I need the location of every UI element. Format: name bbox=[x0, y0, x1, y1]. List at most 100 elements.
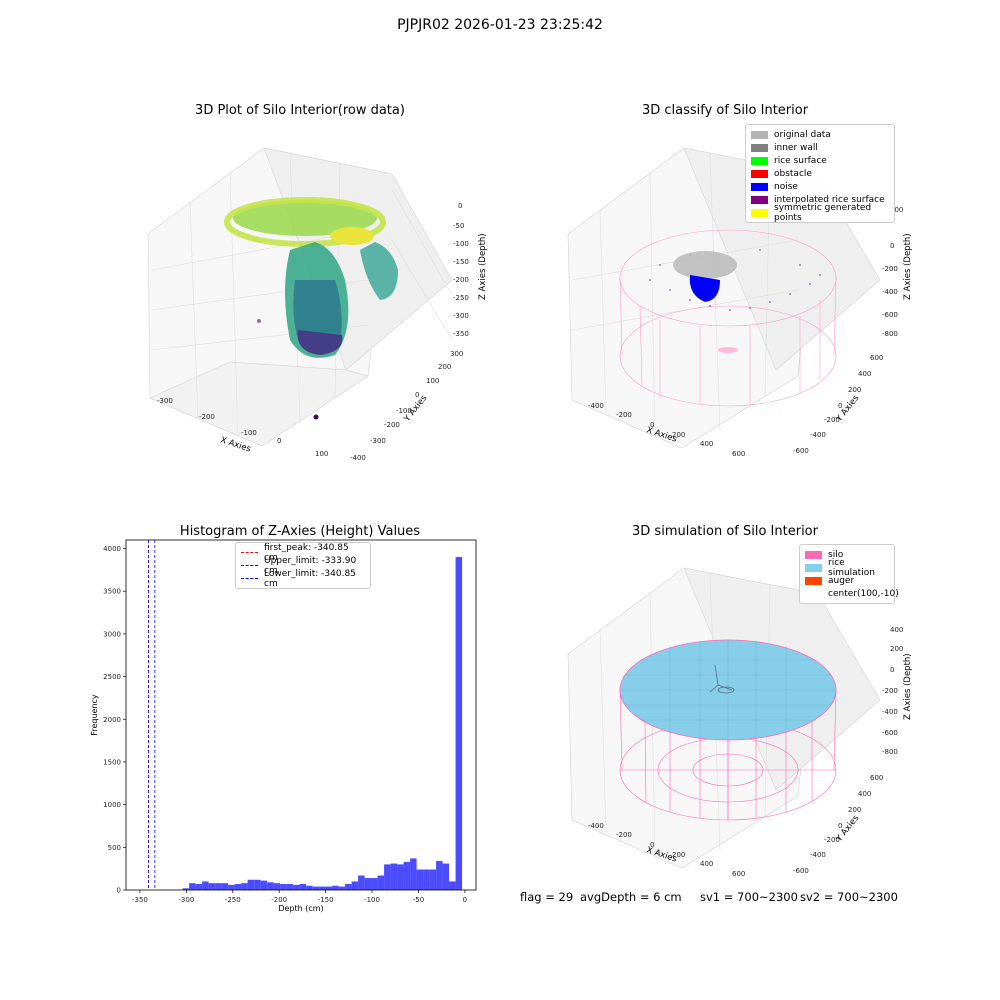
histogram-legend: first_peak: -340.85 cm Upper_limit: -333… bbox=[235, 542, 371, 589]
classify-ytick: 400 bbox=[858, 370, 871, 378]
histogram-ytick-label: 2500 bbox=[103, 673, 121, 681]
raw-point-cloud bbox=[224, 197, 398, 420]
histogram-bar bbox=[208, 883, 216, 890]
legend-label: auger bbox=[828, 575, 855, 586]
legend-swatch bbox=[751, 156, 768, 165]
histogram-xtick-label: 0 bbox=[463, 896, 467, 904]
histogram-bar bbox=[202, 881, 209, 890]
histogram-ytick-label: 3500 bbox=[103, 588, 121, 596]
legend-label: noise bbox=[774, 181, 798, 192]
simulation-surface-grid bbox=[622, 640, 834, 740]
histogram-bar bbox=[338, 886, 346, 890]
legend-swatch bbox=[805, 576, 822, 585]
legend-swatch bbox=[751, 208, 768, 217]
simulation-ztick: -200 bbox=[882, 687, 898, 695]
histogram-ytick-label: 1500 bbox=[103, 758, 121, 766]
legend-line bbox=[241, 565, 258, 566]
classify-ztick: -600 bbox=[882, 311, 898, 319]
histogram-bar bbox=[442, 863, 450, 890]
classify-z-label: Z Axies (Depth) bbox=[903, 233, 913, 300]
legend-label: original data bbox=[774, 129, 831, 140]
histogram-bars bbox=[182, 557, 463, 890]
simulation-ztick: -600 bbox=[882, 729, 898, 737]
histogram-xtick-label: -350 bbox=[132, 896, 148, 904]
raw-plot-title: 3D Plot of Silo Interior(row data) bbox=[195, 103, 405, 118]
simulation-ytick: -600 bbox=[793, 867, 809, 875]
legend-swatch bbox=[751, 143, 768, 152]
simulation-3d-plot: -400 -200 0 200 400 600 -600 -400 -200 0… bbox=[567, 567, 913, 878]
histogram-xtick-label: -50 bbox=[413, 896, 424, 904]
legend-item: symmetric generated points bbox=[751, 203, 889, 223]
simulation-ytick: 200 bbox=[848, 806, 861, 814]
histogram-bar bbox=[215, 883, 222, 890]
histogram-ytick-label: 0 bbox=[117, 887, 121, 895]
histogram-bar bbox=[273, 883, 281, 890]
simulation-silo-wireframe bbox=[619, 689, 837, 821]
legend-item: obstacle bbox=[751, 167, 889, 180]
histogram-bar bbox=[390, 863, 398, 890]
raw-ytick: -400 bbox=[350, 454, 366, 462]
histogram-bar bbox=[280, 884, 287, 890]
histogram-bar bbox=[371, 878, 378, 890]
legend-line bbox=[241, 578, 258, 579]
histogram-bar bbox=[254, 879, 261, 890]
raw-xtick: 0 bbox=[277, 437, 281, 445]
histogram-bar bbox=[306, 885, 313, 890]
classify-ytick: 200 bbox=[848, 386, 861, 394]
classify-ztick: 200 bbox=[890, 206, 903, 214]
simulation-auger bbox=[709, 664, 735, 694]
raw-ztick: -300 bbox=[453, 312, 469, 320]
histogram-bar bbox=[429, 869, 437, 890]
histogram-bar bbox=[436, 860, 443, 890]
classify-ytick: -600 bbox=[793, 447, 809, 455]
simulation-xtick: 400 bbox=[700, 860, 713, 868]
raw-ztick: -100 bbox=[453, 240, 469, 248]
histogram-bar bbox=[403, 861, 411, 890]
histogram-bar bbox=[325, 886, 333, 890]
histogram-ytick-label: 500 bbox=[108, 844, 121, 852]
simulation-z-label: Z Axies (Depth) bbox=[903, 653, 913, 720]
simulation-ytick: 0 bbox=[838, 822, 842, 830]
histogram-bar bbox=[423, 869, 430, 890]
legend-item: center(100,-10) bbox=[805, 587, 899, 600]
histogram-bar bbox=[286, 884, 294, 890]
histogram-bar bbox=[397, 864, 404, 890]
legend-swatch bbox=[751, 169, 768, 178]
raw-xtick: 100 bbox=[315, 450, 328, 458]
histogram-bar bbox=[182, 888, 190, 890]
simulation-xtick: 200 bbox=[672, 851, 685, 859]
status-avg-depth: avgDepth = 6 cm bbox=[580, 890, 682, 904]
histogram-bar bbox=[319, 886, 326, 890]
simulation-ztick: -400 bbox=[882, 708, 898, 716]
raw-ytick: 0 bbox=[415, 391, 419, 399]
classify-silo-wireframe bbox=[619, 229, 837, 407]
legend-item: rice surface bbox=[751, 154, 889, 167]
legend-label: obstacle bbox=[774, 168, 812, 179]
raw-ztick: -150 bbox=[453, 258, 469, 266]
legend-item: Upper_limit: -333.90 cm bbox=[241, 556, 365, 576]
histogram-bar bbox=[358, 875, 365, 890]
status-sv2: sv2 = 700~2300 bbox=[800, 890, 898, 904]
legend-line bbox=[241, 552, 258, 553]
legend-swatch bbox=[751, 195, 768, 204]
raw-xtick: -300 bbox=[157, 397, 173, 405]
legend-swatch bbox=[805, 590, 822, 598]
raw-ytick: -200 bbox=[384, 421, 400, 429]
classify-xtick: 400 bbox=[700, 440, 713, 448]
histogram-bar bbox=[221, 883, 229, 890]
classify-xtick: 0 bbox=[650, 421, 654, 429]
histogram-bar bbox=[260, 880, 268, 890]
simulation-xtick: 0 bbox=[650, 841, 654, 849]
legend-label: silo bbox=[828, 549, 844, 560]
histogram-vlines bbox=[148, 540, 156, 890]
raw-ytick: 200 bbox=[438, 363, 451, 371]
classify-ztick: 0 bbox=[890, 242, 894, 250]
classify-xtick: 600 bbox=[732, 450, 745, 458]
status-sv1: sv1 = 700~2300 bbox=[700, 890, 798, 904]
raw-3d-plot: -300 -200 -100 0 100 -400 -300 -200 -100… bbox=[147, 147, 488, 462]
legend-item: Lower_limit: -340.85 cm bbox=[241, 569, 365, 589]
legend-swatch bbox=[751, 130, 768, 139]
raw-ztick: -200 bbox=[453, 276, 469, 284]
classify-ztick: -800 bbox=[882, 330, 898, 338]
simulation-xtick: 600 bbox=[732, 870, 745, 878]
